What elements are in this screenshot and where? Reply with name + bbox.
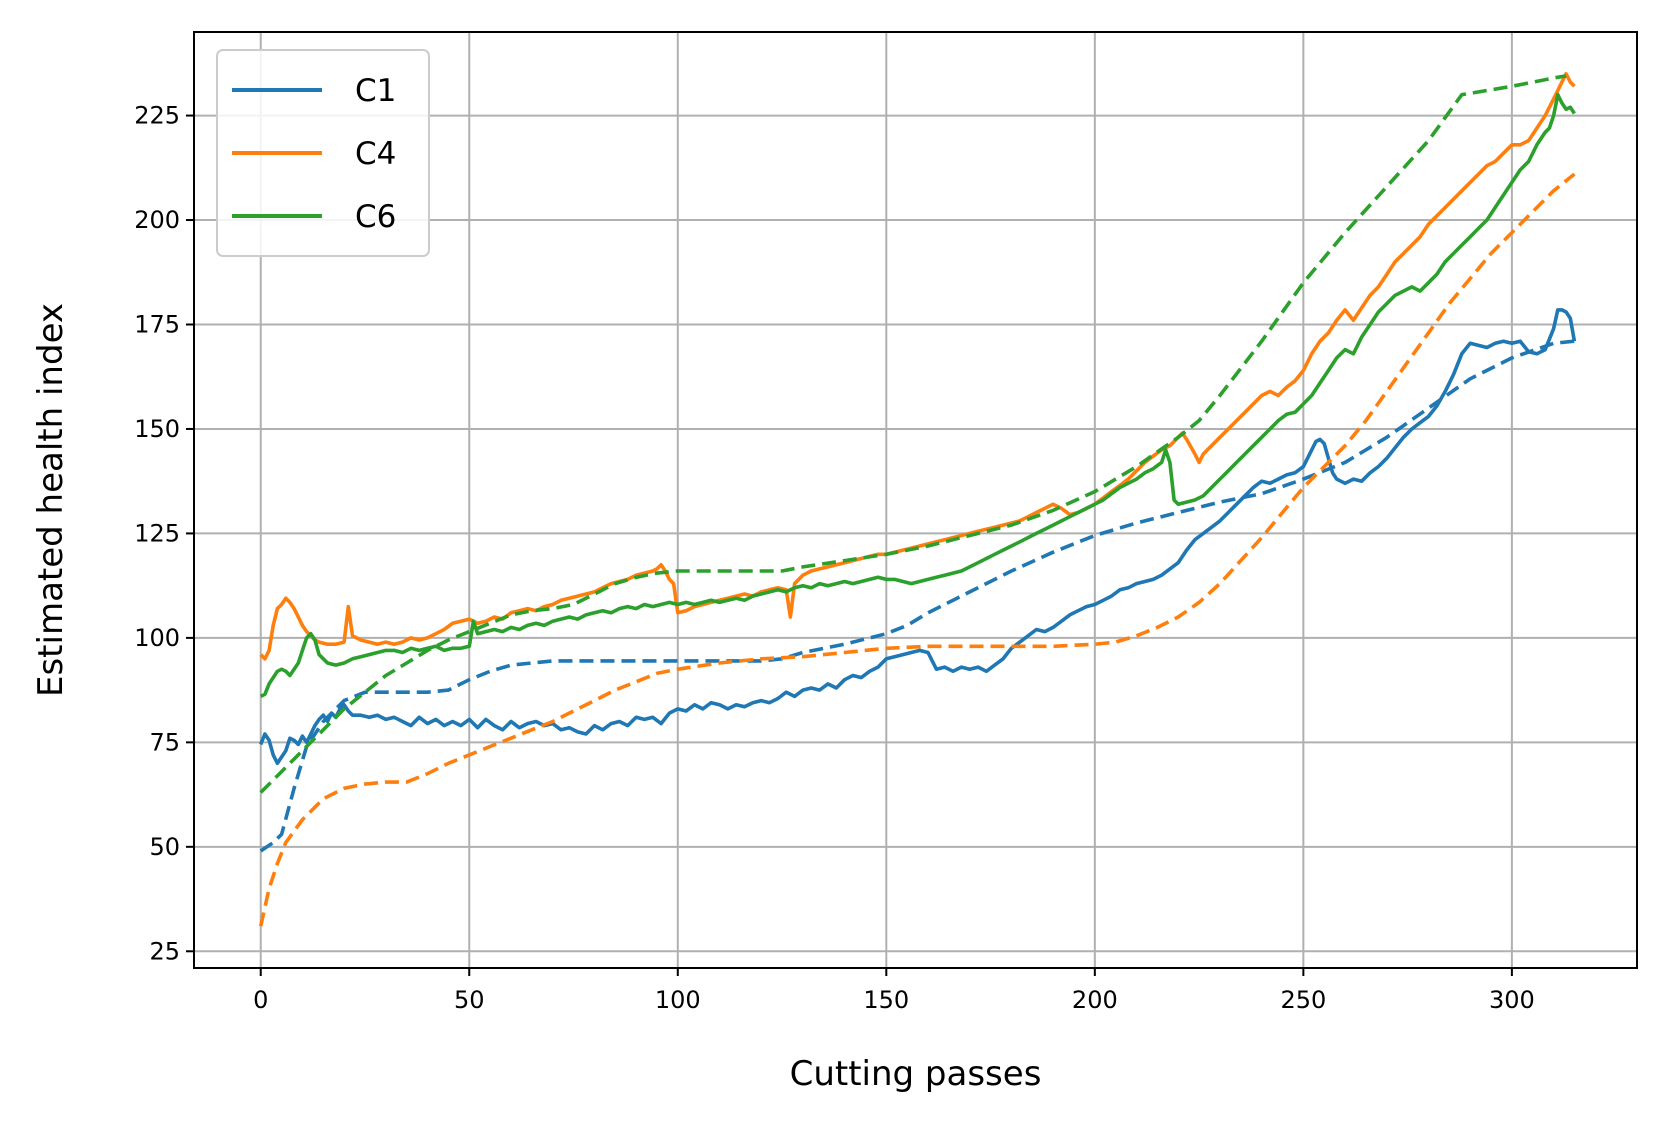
- series-line-c1-measured: [259, 308, 1577, 766]
- y-tick-label: 25: [149, 937, 180, 965]
- x-tick-label: 250: [1280, 986, 1326, 1014]
- series-line-c6-fitted: [259, 74, 1567, 794]
- legend: C1 C4 C6: [216, 49, 430, 257]
- y-tick-label: 75: [149, 728, 180, 756]
- x-tick-label: 300: [1489, 986, 1535, 1014]
- y-tick-label: 125: [134, 519, 180, 547]
- x-tick-label: 50: [454, 986, 485, 1014]
- x-tick-label: 200: [1072, 986, 1118, 1014]
- series-layer: [258, 72, 1577, 927]
- legend-label-c1: C1: [355, 73, 396, 109]
- legend-box: [216, 49, 430, 257]
- y-axis-ticks: 25 50 75 100 125 150 175 200 225: [134, 102, 194, 965]
- x-tick-label: 0: [253, 986, 268, 1014]
- series-line-c6-measured: [259, 92, 1576, 699]
- y-axis-title: Estimated health index: [31, 303, 71, 697]
- series-line-c4-fitted: [258, 172, 1576, 927]
- y-tick-label: 100: [134, 624, 180, 652]
- x-tick-label: 150: [863, 986, 909, 1014]
- x-tick-label: 100: [655, 986, 701, 1014]
- y-tick-label: 175: [134, 311, 180, 339]
- x-axis-title: Cutting passes: [790, 1054, 1042, 1094]
- y-tick-label: 50: [149, 833, 180, 861]
- y-tick-label: 150: [134, 415, 180, 443]
- y-tick-label: 200: [134, 206, 180, 234]
- y-tick-label: 225: [134, 102, 180, 130]
- legend-label-c4: C4: [355, 136, 396, 172]
- legend-label-c6: C6: [355, 199, 396, 235]
- x-axis-ticks: 0 50 100 150 200 250 300: [253, 968, 1535, 1014]
- grid: [194, 32, 1637, 968]
- plot-frame: [193, 31, 1638, 969]
